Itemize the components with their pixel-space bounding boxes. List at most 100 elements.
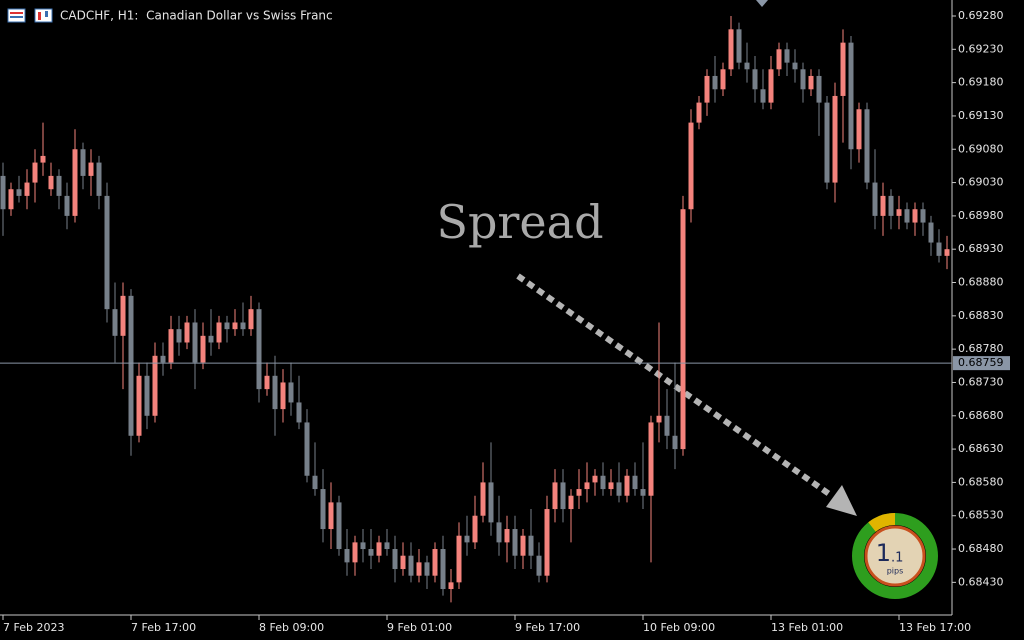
candle-body	[744, 62, 750, 70]
candle-body	[304, 422, 310, 476]
candle-body	[336, 502, 342, 550]
x-tick-label: 9 Feb 01:00	[387, 621, 452, 634]
candle-body	[424, 562, 430, 576]
candle-body	[120, 295, 126, 336]
candle-body	[784, 49, 790, 63]
x-tick-label: 7 Feb 2023	[3, 621, 64, 634]
candle-body	[624, 475, 630, 496]
candle-body	[8, 189, 14, 210]
candle-body	[696, 102, 702, 123]
candle-body	[528, 535, 534, 556]
candle-body	[608, 482, 614, 490]
candle-body	[592, 475, 598, 483]
candle-body	[384, 542, 390, 550]
candle-body	[584, 482, 590, 490]
candle-body	[376, 542, 382, 556]
candle-body	[824, 102, 830, 183]
candle-body	[488, 482, 494, 523]
candle-body	[312, 475, 318, 490]
candle-body	[896, 209, 902, 216]
candle-body	[704, 75, 710, 103]
candle-body	[752, 69, 758, 90]
candle-body	[184, 322, 190, 343]
y-tick-label: 0.68780	[958, 342, 1004, 355]
price-label-box	[953, 356, 1010, 371]
candle-body	[720, 69, 726, 90]
y-tick-label: 0.68580	[958, 475, 1004, 488]
candle-body	[544, 509, 550, 576]
y-tick-label: 0.68980	[958, 209, 1004, 222]
candle-body	[192, 322, 198, 363]
candle-body	[176, 329, 182, 343]
x-tick-label: 9 Feb 17:00	[515, 621, 580, 634]
candle-body	[112, 309, 118, 336]
candle-body	[352, 542, 358, 563]
candle-body	[296, 402, 302, 423]
candle-body	[208, 335, 214, 343]
candle-body	[368, 549, 374, 556]
candle-body	[632, 475, 638, 490]
gauge-face	[864, 525, 926, 587]
candle-body	[232, 322, 238, 330]
y-tick-label: 0.68480	[958, 542, 1004, 555]
candle-body	[136, 375, 142, 436]
marker	[756, 0, 768, 7]
candle-body	[520, 535, 526, 556]
arrow	[516, 273, 834, 499]
candle-body	[48, 175, 54, 190]
candle-body	[872, 182, 878, 216]
candle-body	[856, 109, 862, 150]
icon	[38, 12, 41, 20]
candle-body	[640, 489, 646, 496]
candle-body	[760, 89, 766, 103]
candle-body	[0, 175, 6, 210]
y-tick-label: 0.68730	[958, 375, 1004, 388]
y-tick-label: 0.68530	[958, 509, 1004, 522]
y-tick-label: 0.69180	[958, 76, 1004, 89]
candle-body	[432, 549, 438, 576]
candle-body	[104, 195, 110, 310]
candle-body	[712, 75, 718, 90]
candle-body	[344, 549, 350, 563]
candle-body	[816, 75, 822, 103]
candle-body	[512, 529, 518, 556]
candle-body	[776, 49, 782, 70]
x-tick-label: 8 Feb 09:00	[259, 621, 324, 634]
candle-body	[328, 502, 334, 530]
candle-body	[904, 209, 910, 223]
candle-body	[480, 482, 486, 516]
icon	[45, 11, 48, 17]
spread-gauge: 1 .1 pips	[852, 512, 938, 599]
y-tick-label: 0.69230	[958, 42, 1004, 55]
candle-body	[672, 435, 678, 450]
x-tick-label: 10 Feb 09:00	[643, 621, 715, 634]
candle-body	[792, 62, 798, 70]
gauge-segment	[868, 512, 896, 532]
candle-body	[88, 162, 94, 176]
candle-body	[928, 222, 934, 243]
candle-body	[912, 209, 918, 223]
y-tick-label: 0.69080	[958, 142, 1004, 155]
y-tick-label: 0.68830	[958, 309, 1004, 322]
candle-body	[472, 515, 478, 543]
y-tick-label: 0.68930	[958, 242, 1004, 255]
x-tick-label: 13 Feb 17:00	[899, 621, 971, 634]
candle-body	[848, 42, 854, 150]
candle-body	[648, 422, 654, 496]
candle-body	[448, 582, 454, 590]
candle-body	[656, 415, 662, 423]
candle-body	[600, 475, 606, 490]
icon	[10, 12, 23, 14]
candle-body	[288, 382, 294, 403]
candle-body	[616, 482, 622, 496]
candle-body	[416, 562, 422, 576]
candle-body	[168, 329, 174, 363]
candle-body	[280, 382, 286, 410]
candle-body	[40, 155, 46, 163]
candle-body	[272, 375, 278, 410]
y-tick-label: 0.68680	[958, 409, 1004, 422]
candle-body	[800, 69, 806, 90]
spread-fraction: .1	[891, 551, 903, 566]
candle-body	[936, 242, 942, 256]
